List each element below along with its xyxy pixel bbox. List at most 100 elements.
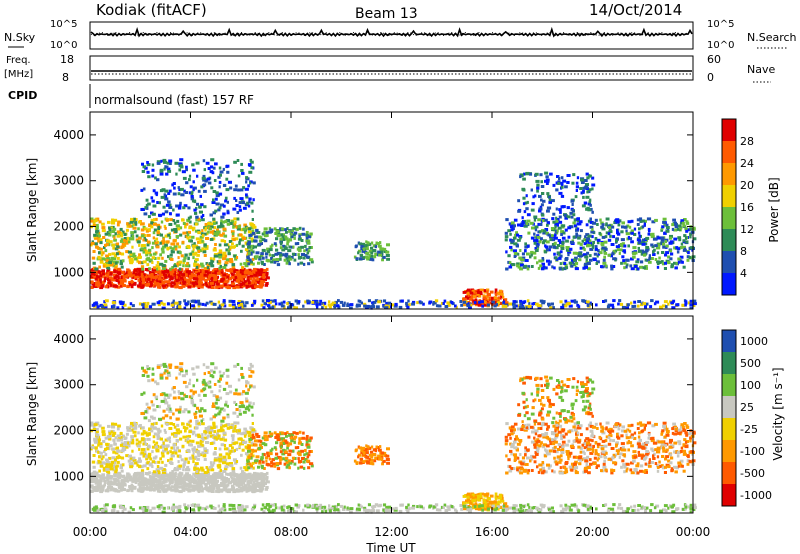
power-cell [538, 240, 542, 244]
power-cell [239, 285, 244, 289]
velocity-cell [141, 488, 145, 492]
velocity-cell [250, 430, 254, 434]
power-cell [175, 285, 179, 289]
power-cell [585, 207, 588, 211]
velocity-cell [228, 444, 233, 447]
velocity-cell [152, 488, 155, 491]
power-cell [195, 215, 199, 219]
velocity-cell [262, 475, 266, 479]
velocity-cell [192, 487, 196, 491]
power-cell [167, 203, 172, 207]
power-colorbar-segment [722, 207, 736, 229]
power-cell [232, 278, 236, 282]
power-cell [428, 301, 431, 305]
velocity-cell [97, 474, 101, 478]
power-cell [174, 161, 179, 165]
power-cell [504, 298, 508, 302]
power-cell [562, 231, 566, 235]
power-cell [238, 201, 242, 205]
velocity-cell [251, 461, 255, 465]
power-cell [685, 220, 689, 224]
power-cell [117, 220, 121, 224]
velocity-cell [107, 481, 111, 485]
power-cell [219, 170, 224, 174]
power-cell [546, 209, 550, 213]
power-cell [150, 271, 154, 275]
velocity-cell [193, 466, 197, 470]
power-cell [249, 277, 253, 281]
power-cell [272, 258, 276, 262]
power-cell [241, 171, 245, 175]
power-cell [103, 246, 106, 249]
power-cell [176, 305, 179, 309]
velocity-cell [127, 475, 131, 479]
power-cell [577, 305, 581, 309]
power-cell [377, 250, 382, 254]
power-cell [263, 239, 268, 243]
power-cell [668, 236, 673, 240]
power-cell [640, 252, 644, 256]
power-cell [179, 276, 184, 280]
velocity-cell [221, 481, 225, 485]
power-cell [432, 301, 436, 305]
velocity-cell [223, 438, 228, 442]
power-cell [258, 279, 262, 283]
power-cell [682, 239, 686, 243]
power-cell [90, 272, 95, 276]
power-cell [171, 247, 175, 251]
power-cell [177, 192, 181, 196]
power-cell [502, 300, 506, 304]
power-cell [123, 272, 127, 276]
power-cell [132, 219, 136, 223]
power-cell [566, 248, 571, 252]
power-cell [285, 237, 289, 241]
power-cell [180, 187, 184, 191]
power-cell [620, 230, 624, 234]
velocity-cell [111, 456, 116, 460]
power-cell [536, 189, 539, 193]
velocity-cell [146, 437, 151, 441]
power-cell [353, 255, 357, 259]
power-cell [196, 264, 201, 268]
power-cell [587, 241, 592, 245]
power-cell [305, 237, 309, 240]
velocity-cell [138, 457, 141, 461]
power-cell [668, 241, 673, 245]
velocity-cell [265, 477, 269, 481]
velocity-cell [156, 489, 161, 493]
velocity-cell [163, 484, 168, 488]
velocity-cell [220, 423, 223, 427]
power-cell [200, 262, 204, 266]
power-cell [136, 267, 141, 271]
power-cell [586, 190, 589, 194]
power-cell [251, 272, 255, 276]
power-cell [499, 295, 503, 298]
power-cell [569, 240, 574, 244]
power-cell [152, 236, 155, 240]
power-cell [175, 247, 178, 251]
power-cell [151, 246, 154, 250]
power-cell [686, 255, 690, 259]
freq-tick-bottom: 8 [62, 71, 69, 84]
power-cell [587, 202, 591, 206]
power-cell [137, 256, 141, 259]
power-cell [664, 261, 667, 265]
velocity-cell [130, 428, 134, 432]
power-cell [164, 275, 168, 279]
power-cell [519, 267, 524, 271]
power-cell [253, 299, 257, 303]
power-cell [259, 273, 263, 277]
power-cell [112, 264, 116, 268]
power-cell [507, 254, 511, 258]
power-cell [561, 267, 564, 271]
power-cell [143, 283, 148, 287]
power-cell [96, 284, 100, 288]
velocity-cell [151, 465, 154, 468]
power-cell [266, 247, 270, 251]
velocity-cell [123, 483, 127, 487]
power-cell [207, 285, 212, 289]
power-cell [670, 263, 674, 267]
power-cell [477, 289, 480, 293]
power-cell [520, 224, 524, 227]
velocity-cell [219, 468, 222, 472]
